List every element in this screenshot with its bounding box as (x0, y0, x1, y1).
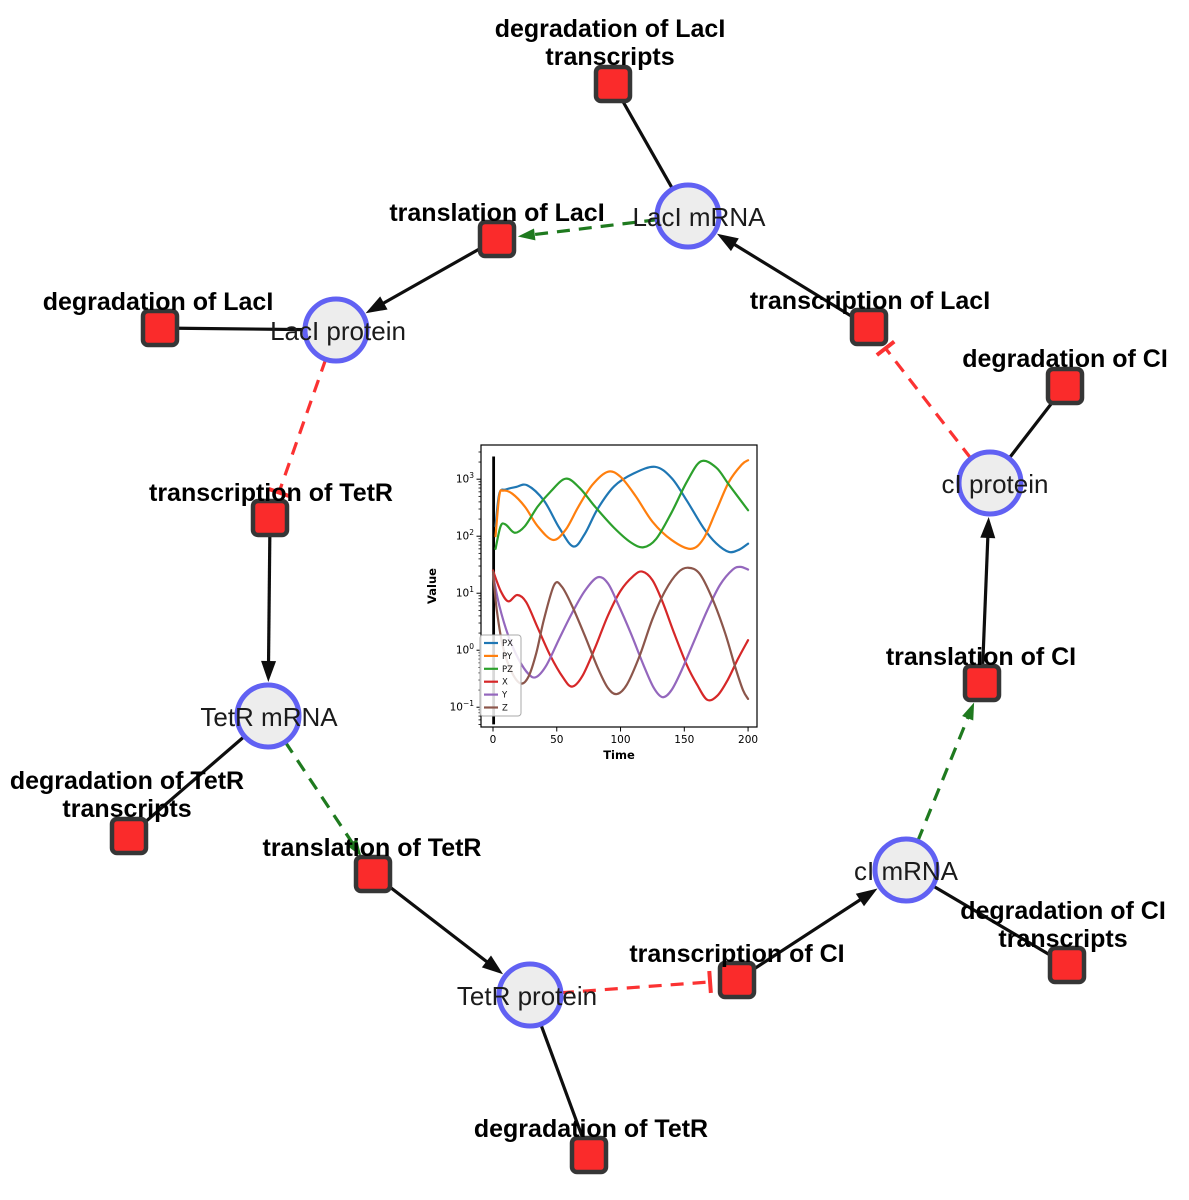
species-node-tetr_protein[interactable] (496, 961, 564, 1029)
legend-label-Z: Z (502, 704, 508, 714)
reaction-label-translation_tetr: translation of TetR (263, 834, 482, 862)
reaction-node-translation_laci[interactable] (477, 219, 517, 259)
inhibition-tbar-icon (875, 340, 896, 357)
arrowhead-icon (855, 888, 878, 907)
reaction-node-deg_tetr[interactable] (569, 1135, 609, 1175)
series-PX (494, 465, 750, 554)
reaction-label-deg_ci_tr: degradation of CI (960, 897, 1166, 925)
reaction-node-transcription_tetr[interactable] (250, 498, 290, 538)
arrowhead-icon (716, 233, 739, 252)
species-node-tetr_mrna[interactable] (234, 682, 302, 750)
x-tick-label: 200 (738, 734, 758, 746)
reaction-node-deg_tetr_tr[interactable] (109, 816, 149, 856)
series-Z (491, 566, 750, 700)
edge-product-transcription_laci-to-laci_mrna (729, 240, 854, 319)
species-node-ci_protein[interactable] (956, 449, 1024, 517)
reaction-label-deg_laci: degradation of LacI (43, 288, 274, 316)
edge-modifier-ci_mrna-to-translation_ci (916, 713, 971, 842)
x-axis-label: Time (603, 748, 635, 762)
series-PY (494, 459, 750, 550)
reaction-label-transcription_laci: transcription of LacI (750, 287, 990, 315)
reaction-label-deg_laci_tr: transcripts (545, 43, 674, 71)
reaction-label-deg_tetr: degradation of TetR (474, 1115, 708, 1143)
edge-product-translation_tetr-to-tetr_protein (387, 884, 492, 966)
labels-layer: degradation of LacItranscriptstranslatio… (10, 15, 1168, 1143)
edge-inhibition-tetr_protein-to-transcription_ci (560, 980, 711, 995)
species-label-tetr_protein: TetR protein (457, 981, 597, 1011)
modifier-arrowhead-icon (346, 839, 362, 857)
inhibition-tbar-icon (707, 970, 713, 994)
x-tick-label: 150 (674, 734, 694, 746)
species-label-ci_protein: cI protein (942, 469, 1049, 499)
reaction-label-deg_tetr_tr: degradation of TetR (10, 767, 244, 795)
legend-label-PZ: PZ (502, 665, 513, 675)
reaction-node-transcription_laci[interactable] (849, 307, 889, 347)
legend-label-Y: Y (501, 691, 508, 701)
modifier-arrowhead-icon (517, 228, 536, 241)
reaction-node-deg_ci_tr[interactable] (1047, 945, 1087, 985)
arrowhead-icon (980, 516, 996, 539)
edge-reactant-laci_protein-to-deg_laci (178, 326, 306, 332)
arrowhead-icon (365, 296, 388, 314)
arrowhead-icon (481, 955, 504, 975)
edge-reactant-ci_protein-to-deg_ci (1007, 400, 1055, 460)
reaction-node-translation_ci[interactable] (962, 663, 1002, 703)
reaction-label-deg_laci_tr: degradation of LacI (495, 15, 726, 43)
x-tick-label: 0 (490, 734, 497, 746)
edge-reactant-laci_mrna-to-deg_laci_tr (620, 99, 675, 190)
arrowhead-icon (261, 660, 277, 683)
edge-reactant-tetr_protein-to-deg_tetr (539, 1023, 584, 1138)
reaction-label-transcription_tetr: transcription of TetR (149, 479, 393, 507)
edge-reactant-ci_mrna-to-deg_ci_tr (931, 884, 1052, 957)
edges-layer (142, 99, 1055, 1138)
legend-label-PY: PY (502, 652, 513, 662)
reaction-node-translation_tetr[interactable] (353, 854, 393, 894)
series-X (491, 569, 750, 702)
species-label-ci_mrna: cI mRNA (854, 856, 959, 886)
edge-product-translation_ci-to-ci_protein (981, 532, 990, 665)
reaction-node-deg_laci_tr[interactable] (593, 64, 633, 104)
reaction-label-deg_ci: degradation of CI (962, 345, 1168, 373)
reaction-node-deg_ci[interactable] (1045, 366, 1085, 406)
chart-legend: PX PY PZ XYZ (479, 634, 522, 717)
series-PZ (494, 459, 750, 550)
reaction-label-deg_ci_tr: transcripts (998, 925, 1127, 953)
inhibition-tbar-icon (267, 486, 290, 499)
legend-label-PX: PX (502, 639, 513, 649)
species-node-laci_protein[interactable] (302, 296, 370, 364)
plot-frame (480, 444, 758, 728)
reaction-label-translation_ci: translation of CI (886, 643, 1076, 671)
chart-background (425, 437, 770, 767)
reaction-label-transcription_ci: transcription of CI (629, 940, 844, 968)
reaction-node-deg_laci[interactable] (140, 308, 180, 348)
species-label-tetr_mrna: TetR mRNA (200, 702, 338, 732)
edge-product-translation_laci-to-laci_protein (378, 246, 482, 307)
reaction-label-deg_tetr_tr: transcripts (62, 795, 191, 823)
species-label-laci_mrna: LacI mRNA (633, 202, 767, 232)
edge-product-transcription_ci-to-ci_mrna (752, 895, 865, 971)
nodes-layer (109, 64, 1087, 1175)
legend-box (479, 634, 522, 717)
edge-reactant-tetr_mrna-to-deg_tetr_tr (142, 735, 246, 825)
species-label-laci_protein: LacI protein (270, 316, 406, 346)
edge-modifier-tetr_mrna-to-translation_tetr (283, 740, 356, 847)
edge-inhibition-ci_protein-to-transcription_laci (884, 347, 973, 460)
y-axis-label: Value (425, 568, 439, 604)
reaction-label-translation_laci: translation of LacI (389, 199, 604, 227)
x-tick-label: 100 (611, 734, 631, 746)
x-tick-label: 50 (550, 734, 563, 746)
species-node-ci_mrna[interactable] (872, 836, 940, 904)
edge-inhibition-laci_protein-to-transcription_tetr (277, 358, 328, 494)
species-node-laci_mrna[interactable] (654, 182, 722, 250)
modifier-arrowhead-icon (962, 702, 975, 721)
edge-product-transcription_tetr-to-tetr_mrna (266, 536, 272, 667)
reaction-node-transcription_ci[interactable] (717, 960, 757, 1000)
legend-label-X: X (502, 678, 508, 688)
